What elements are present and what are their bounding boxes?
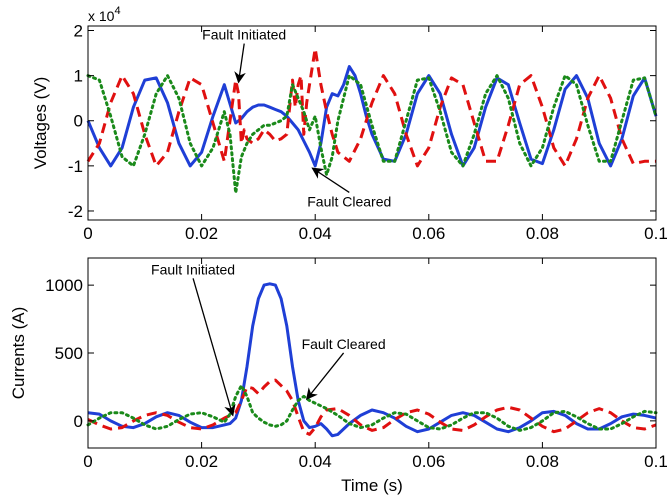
voltage-annotation-arrow-2: [311, 167, 350, 194]
voltage-x-tick-label: 0.06: [412, 224, 445, 243]
current-series-group: [86, 282, 658, 438]
voltage-y-label: Voltages (V): [31, 77, 50, 170]
current-y-tick-label: 500: [55, 344, 83, 363]
current-x-tick-label: 0.02: [185, 452, 218, 471]
voltage-annotations: Fault Initiated Fault Cleared: [202, 27, 391, 210]
voltage-x-tick-label: 0.1: [644, 224, 668, 243]
current-annotation-label-1: Fault Initiated: [151, 261, 235, 277]
current-series-line-3: [86, 384, 658, 432]
voltage-axes-frame: [87, 25, 657, 221]
voltage-series-group: [86, 47, 658, 195]
voltage-ticks: 0 0.02 0.04 0.06 0.08 0.1 -2 -1 0 1 2: [68, 22, 668, 243]
current-x-tick-label: 0.04: [299, 452, 332, 471]
current-ticks: 0 0.02 0.04 0.06 0.08 0.1 0 500 1000: [45, 258, 668, 471]
current-y-tick-label: 0: [74, 412, 83, 431]
current-x-tick-label: 0.08: [526, 452, 559, 471]
current-y-label: Currents (A): [9, 307, 28, 400]
current-chart: 0 0.02 0.04 0.06 0.08 0.1 0 500 1000 Currents (A…: [9, 257, 668, 495]
current-annotation-arrow-2: [305, 352, 345, 401]
voltage-multiplier: x 104: [88, 5, 121, 24]
voltage-chart: 0 0.02 0.04 0.06 0.08 0.1 -2 -1 0 1 2 x 104 Voltag…: [31, 5, 668, 243]
voltage-annotation-arrow-1: [234, 43, 246, 84]
voltage-series-line-1: [86, 65, 658, 168]
current-annotations: Fault Initiated Fault Cleared: [151, 261, 386, 417]
current-x-tick-label: 0.06: [412, 452, 445, 471]
current-x-tick-label: 0.1: [644, 452, 668, 471]
current-annotation-arrow-1: [192, 278, 236, 417]
voltage-y-tick-label: -1: [68, 157, 83, 176]
voltage-annotation-label-2: Fault Cleared: [307, 193, 391, 209]
voltage-annotation-label-1: Fault Initiated: [202, 27, 286, 43]
current-y-tick-label: 1000: [45, 276, 83, 295]
voltage-y-tick-label: -2: [68, 202, 83, 221]
current-series-line-1: [87, 282, 657, 438]
voltage-y-tick-label: 2: [74, 22, 83, 41]
voltage-x-tick-label: 0.04: [299, 224, 332, 243]
x-axis-label: Time (s): [341, 476, 403, 495]
current-series-line-2: [87, 378, 657, 436]
voltage-x-tick-label: 0: [83, 224, 92, 243]
current-x-tick-label: 0: [83, 452, 92, 471]
voltage-x-tick-label: 0.02: [185, 224, 218, 243]
voltage-series-line-3: [86, 74, 658, 195]
voltage-y-tick-label: 1: [74, 67, 83, 86]
voltage-series-line-2: [86, 47, 656, 168]
current-annotation-label-2: Fault Cleared: [302, 336, 386, 352]
voltage-y-tick-label: 0: [74, 112, 83, 131]
voltage-x-tick-label: 0.08: [526, 224, 559, 243]
